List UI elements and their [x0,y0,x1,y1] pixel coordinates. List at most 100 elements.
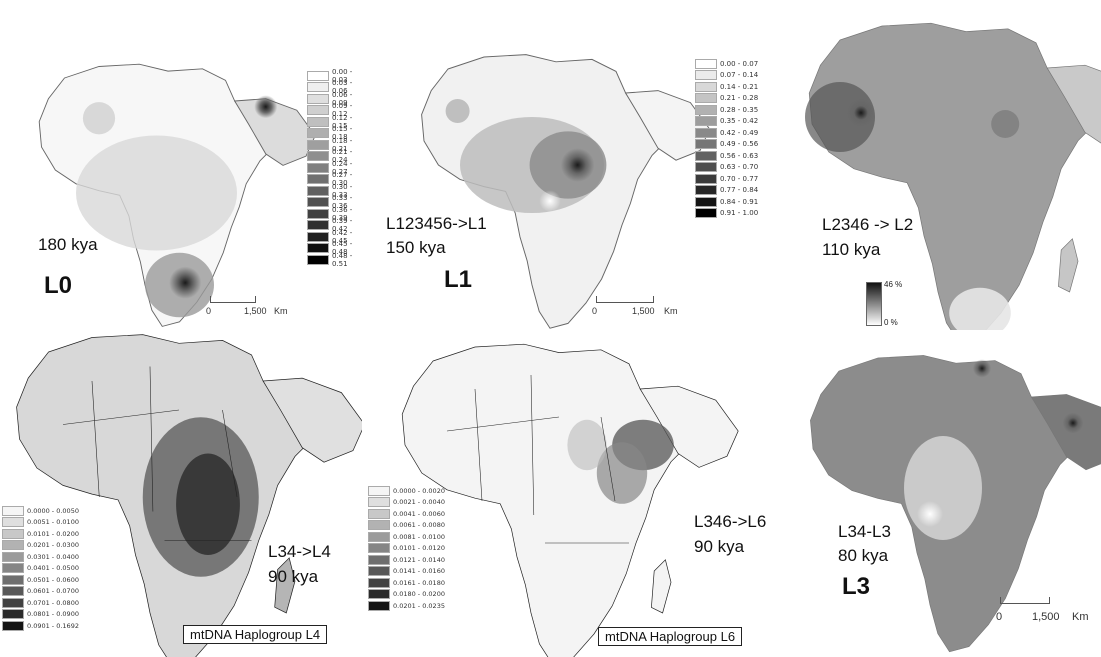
legend-label: 0.77 - 0.84 [720,186,759,195]
legend-row: 0.00 - 0.07 [695,58,758,70]
legend-swatch [695,58,717,69]
legend-swatch [695,104,717,115]
l1-map-svg [421,53,711,329]
legend-row: 0.91 - 1.00 [695,208,758,220]
legend-label: 0.18 - 0.21 [331,136,353,153]
l0-scale-zero: 0 [206,306,212,316]
legend-row: 0.0161 - 0.0180 [368,577,445,589]
legend-swatch [307,151,329,162]
l2-map-svg [800,0,1101,330]
legend-label: 0.48 - 0.51 [331,251,353,268]
l2-time-label: 110 kya [822,240,881,259]
legend-row: 0.48 - 0.51 [307,251,370,268]
legend-swatch [307,139,329,150]
l1-scale-bar: 0 1,500 Km [592,296,702,320]
legend-swatch [2,574,24,585]
legend-label: 0.35 - 0.42 [720,117,759,126]
l0-time-label: 180 kya [38,235,98,254]
legend-label: 0.0041 - 0.0060 [393,509,445,518]
legend-swatch [2,563,24,574]
l0-legend: 0.00 - 0.03 0.03 - 0.06 0.06 - 0.09 0.09 - … [307,67,370,268]
legend-swatch [307,70,329,81]
l0-scale-bar: 0 1,500 Km [206,296,306,320]
l0-map-svg [38,63,316,327]
legend-label: 0.63 - 0.70 [720,163,759,172]
legend-row: 0.0401 - 0.0500 [2,563,79,575]
legend-label: 0.91 - 1.00 [720,209,759,218]
l4-transition-label: L34->L4 [268,542,331,561]
legend-swatch [307,185,329,196]
legend-swatch [368,485,390,496]
legend-swatch [307,231,329,242]
legend-swatch [368,566,390,577]
l1-haplogroup-label: L1 [444,266,473,293]
legend-swatch [2,551,24,562]
legend-row: 0.42 - 0.49 [695,127,758,139]
legend-swatch [2,540,24,551]
l1-scale-unit: Km [664,306,678,316]
panel-l0-map: 0.00 - 0.03 0.03 - 0.06 0.06 - 0.09 0.09 - … [0,0,370,330]
legend-swatch [2,609,24,620]
legend-row: 0.0701 - 0.0800 [2,597,79,609]
legend-row: 0.0021 - 0.0040 [368,497,445,509]
legend-row: 0.0121 - 0.0140 [368,554,445,566]
legend-swatch [307,243,329,254]
legend-swatch [368,543,390,554]
legend-label: 0.14 - 0.21 [720,82,759,91]
panel-l2-map: L2346 -> L2 110 kya 46 % 0 % [800,0,1101,330]
legend-label: 0.0701 - 0.0800 [27,598,79,607]
legend-row: 0.0901 - 0.1692 [2,620,79,632]
legend-row: 0.49 - 0.56 [695,139,758,151]
l6-title-box: mtDNA Haplogroup L6 [598,627,743,646]
l1-legend: 0.00 - 0.07 0.07 - 0.14 0.14 - 0.21 0.21 - … [695,58,758,219]
legend-swatch [368,554,390,565]
legend-label: 0.39 - 0.42 [331,217,353,234]
legend-row: 0.14 - 0.21 [695,81,758,93]
legend-swatch [695,173,717,184]
l3-scale-distance: 1,500 [1032,611,1060,623]
legend-swatch [368,577,390,588]
legend-row: 0.07 - 0.14 [695,70,758,82]
l6-map-svg [366,333,798,657]
legend-swatch [695,185,717,196]
legend-swatch [695,208,717,219]
legend-swatch [368,497,390,508]
l4-map-svg [0,333,362,657]
legend-row: 0.0201 - 0.0235 [368,600,445,612]
panel-l3-map: L34-L3 80 kya L3 0 1,500 Km [800,333,1101,657]
legend-row: 0.06 - 0.09 [307,91,370,107]
legend-label: 0.00 - 0.03 [331,67,353,84]
l2-transition-label: L2346 -> L2 [822,215,914,234]
l2-legend-min: 0 % [884,318,898,327]
legend-label: 0.42 - 0.45 [331,228,353,245]
legend-label: 0.0101 - 0.0120 [393,544,445,553]
legend-row: 0.0501 - 0.0600 [2,574,79,586]
legend-label: 0.0801 - 0.0900 [27,610,79,619]
legend-label: 0.56 - 0.63 [720,151,759,160]
legend-label: 0.00 - 0.07 [720,59,759,68]
legend-swatch [695,81,717,92]
legend-row: 0.42 - 0.45 [307,228,370,245]
legend-row: 0.0101 - 0.0120 [368,543,445,555]
legend-label: 0.09 - 0.12 [331,102,353,119]
legend-swatch [695,196,717,207]
l3-transition-label: L34-L3 [838,522,891,541]
l3-time-label: 80 kya [838,546,889,565]
legend-swatch [307,128,329,139]
legend-swatch [695,116,717,127]
legend-row: 0.0180 - 0.0200 [368,589,445,601]
legend-swatch [307,162,329,173]
legend-label: 0.0101 - 0.0200 [27,529,79,538]
legend-swatch [695,127,717,138]
legend-label: 0.27 - 0.30 [331,171,353,188]
legend-row: 0.30 - 0.33 [307,183,370,199]
legend-row: 0.56 - 0.63 [695,150,758,162]
legend-row: 0.0000 - 0.0050 [2,505,79,517]
legend-label: 0.0601 - 0.0700 [27,587,79,596]
legend-row: 0.0000 - 0.0020 [368,485,445,497]
legend-swatch [2,517,24,528]
legend-row: 0.84 - 0.91 [695,196,758,208]
legend-row: 0.63 - 0.70 [695,162,758,174]
legend-swatch [368,508,390,519]
legend-row: 0.36 - 0.39 [307,206,370,222]
